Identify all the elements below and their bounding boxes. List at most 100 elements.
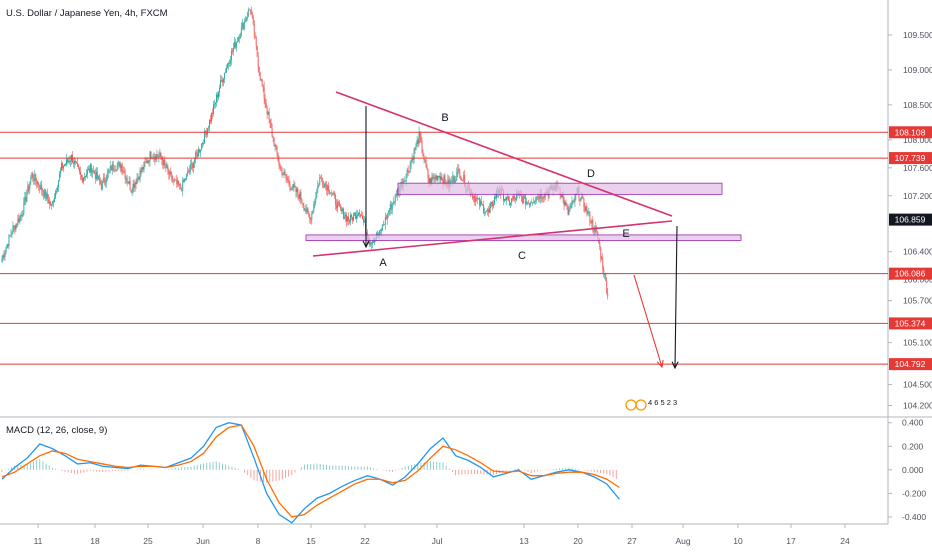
macd-axis-label: -0.400 <box>902 512 926 522</box>
candle-body <box>89 164 91 173</box>
candle-body <box>360 214 361 216</box>
candle-body <box>579 199 581 201</box>
candle-body <box>527 202 529 204</box>
candle-body <box>147 160 149 164</box>
time-axis-label: 11 <box>34 536 43 546</box>
candle-body <box>343 208 345 219</box>
candle-body <box>108 169 110 172</box>
candle-body <box>540 193 542 198</box>
time-axis-label: Aug <box>675 536 690 546</box>
measure-arrow-left-head <box>362 240 370 249</box>
candle-body <box>37 182 39 185</box>
candle-body <box>207 128 209 135</box>
candle-body <box>40 184 42 190</box>
candle-body <box>441 176 443 181</box>
candle-body <box>296 189 298 193</box>
candle-body <box>245 18 247 22</box>
candle-body <box>333 192 335 194</box>
candle-body <box>488 209 490 213</box>
candle-body <box>601 257 603 259</box>
candle-body <box>569 208 571 210</box>
candle-body <box>337 202 339 209</box>
candle-body <box>418 131 420 144</box>
candle-body <box>391 203 393 210</box>
candle-body <box>403 180 405 182</box>
candle-body <box>362 216 363 219</box>
candle-body <box>9 235 11 237</box>
candle-body <box>433 177 435 179</box>
candle-body <box>335 195 337 205</box>
candle-body <box>61 163 63 171</box>
candle-body <box>493 204 494 207</box>
candle-body <box>238 37 240 39</box>
time-axis-label: 15 <box>306 536 316 546</box>
candle-body <box>38 182 40 187</box>
candle-body <box>208 127 209 129</box>
candle-body <box>492 202 493 207</box>
candle-body <box>477 197 479 200</box>
candle-body <box>570 204 572 209</box>
candle-body <box>383 224 385 226</box>
candle-body <box>94 173 96 179</box>
pattern-point-label: A <box>379 257 387 269</box>
candle-body <box>21 215 23 217</box>
candle-body <box>23 201 25 214</box>
candle-body <box>389 204 391 211</box>
candle-body <box>532 202 534 204</box>
candle-body <box>11 232 13 235</box>
candle-body <box>63 166 65 169</box>
candle-body <box>43 191 45 197</box>
candle-body <box>191 163 193 165</box>
candle-body <box>110 165 112 171</box>
candle-body <box>349 220 350 223</box>
candle-body <box>137 177 139 179</box>
supply-demand-zone <box>397 182 723 195</box>
candle-body <box>81 177 83 182</box>
candle-body <box>505 198 506 201</box>
candle-body <box>222 78 224 83</box>
candle-body <box>561 195 563 198</box>
candle-body <box>125 177 127 179</box>
candle-body <box>476 197 478 199</box>
candle-body <box>156 154 158 157</box>
candle-body <box>352 217 353 221</box>
candle-body <box>584 207 586 212</box>
candle-body <box>457 169 459 172</box>
candle-body <box>439 175 441 180</box>
candle-body <box>585 206 587 212</box>
candle-body <box>310 219 312 221</box>
candle-body <box>530 202 532 204</box>
candle-body <box>34 174 36 181</box>
candle-body <box>44 189 46 197</box>
candle-body <box>100 183 102 189</box>
candle-body <box>3 255 5 257</box>
candle-body <box>226 64 228 69</box>
candle-body <box>268 111 270 120</box>
candle-body <box>265 102 267 109</box>
candle-body <box>388 210 390 213</box>
level-price-label: 106.086 <box>895 269 926 279</box>
candle-body <box>369 242 371 245</box>
candle-body <box>230 51 232 61</box>
candle-body <box>126 177 128 182</box>
price-axis-label: 108.500 <box>903 100 932 110</box>
candle-body <box>581 195 583 198</box>
candle-body <box>560 195 562 198</box>
candle-body <box>122 171 124 172</box>
candle-body <box>145 161 147 163</box>
candle-body <box>210 120 211 122</box>
candle-body <box>340 206 342 209</box>
candle-body <box>523 195 525 197</box>
candle-body <box>132 184 134 192</box>
candle-body <box>33 178 35 181</box>
candle-body <box>440 176 442 180</box>
candle-body <box>146 161 148 164</box>
triangle-lower-line <box>312 220 673 257</box>
candle-body <box>602 257 604 270</box>
candle-body <box>175 179 177 181</box>
candle-body <box>185 178 187 180</box>
candle-body <box>198 149 200 157</box>
candle-body <box>311 212 313 221</box>
